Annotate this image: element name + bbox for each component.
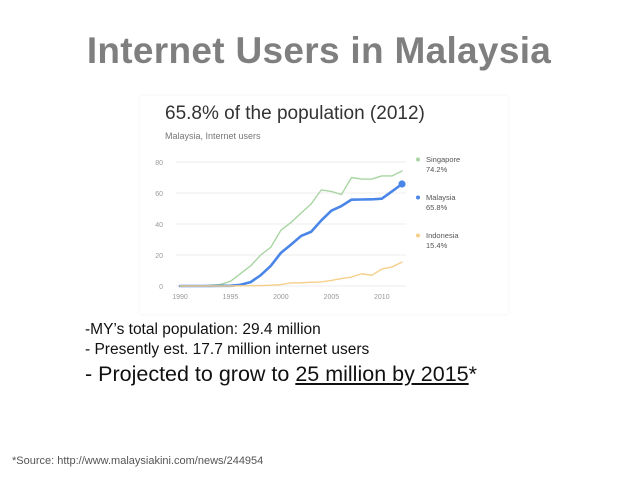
- x-tick-label: 1990: [172, 294, 188, 301]
- legend-value-singapore: 74.2%: [426, 165, 448, 174]
- legend-label-singapore: Singapore: [426, 155, 460, 164]
- bullet-list: -MY’s total population: 29.4 million - P…: [85, 320, 477, 388]
- legend-value-malaysia: 65.8%: [426, 203, 448, 212]
- series-endpoint-malaysia: [398, 180, 406, 188]
- x-tick-label: 2005: [324, 294, 340, 301]
- bullet-internet-users: - Presently est. 17.7 million internet u…: [85, 341, 370, 358]
- bullet-population: -MY’s total population: 29.4 million: [85, 321, 321, 338]
- x-tick-label: 2000: [273, 294, 289, 301]
- x-tick-label: 2010: [374, 294, 390, 301]
- y-tick-label: 0: [159, 284, 163, 291]
- y-tick-label: 40: [155, 222, 163, 229]
- line-chart: 0 20 40 60 80 1990 1995 2000 2005 2010 Singapore74…: [155, 155, 460, 301]
- y-tick-label: 60: [155, 191, 163, 198]
- chart-subtitle: Malaysia, Internet users: [165, 131, 261, 141]
- legend-marker-singapore: [416, 157, 420, 162]
- slide-title: Internet Users in Malaysia: [86, 30, 552, 71]
- y-tick-label: 80: [155, 160, 163, 167]
- legend-label-malaysia: Malaysia: [426, 193, 456, 202]
- legend-label-indonesia: Indonesia: [426, 231, 459, 240]
- chart-title: 65.8% of the population (2012): [165, 103, 425, 124]
- y-tick-label: 20: [155, 253, 163, 260]
- legend-marker-malaysia: [416, 195, 420, 200]
- legend-value-indonesia: 15.4%: [426, 241, 448, 250]
- chart-card: [140, 96, 508, 314]
- projection-suffix: *: [468, 362, 478, 386]
- x-tick-label: 1995: [223, 294, 239, 301]
- source-citation: *Source: http://www.malaysiakini.com/new…: [12, 455, 264, 467]
- bullet-projection: - Projected to grow to 25 million by 201…: [85, 360, 477, 388]
- series-line-malaysia: [178, 182, 404, 288]
- legend-marker-indonesia: [416, 233, 420, 238]
- projection-prefix: - Projected to grow to: [85, 362, 296, 386]
- projection-highlight: 25 million by 2015: [295, 362, 469, 386]
- series-line-singapore: [179, 170, 403, 287]
- series-line-indonesia: [179, 261, 403, 287]
